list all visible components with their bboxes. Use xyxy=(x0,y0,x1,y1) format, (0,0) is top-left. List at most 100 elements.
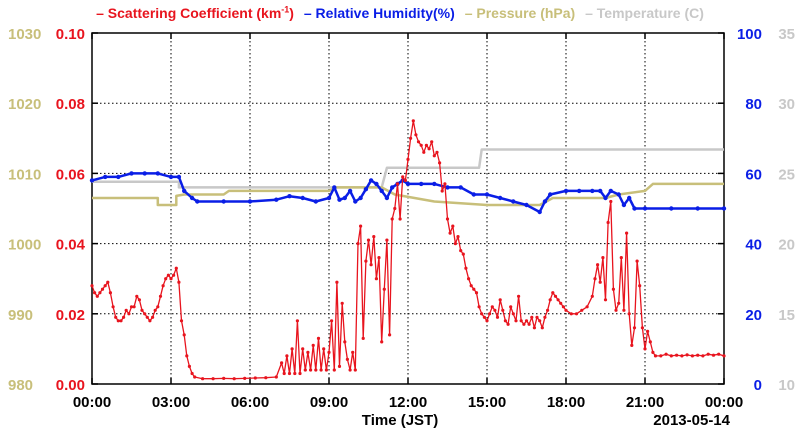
data-point-scattering xyxy=(501,308,505,312)
data-point-scattering xyxy=(330,319,334,323)
y-tick-label-pressure: 1020 xyxy=(8,96,41,113)
data-point-scattering xyxy=(324,368,328,372)
data-point-scattering xyxy=(172,273,176,277)
data-point-humidity xyxy=(326,195,332,201)
data-point-scattering xyxy=(474,291,479,295)
data-point-scattering xyxy=(659,354,663,358)
data-point-scattering xyxy=(472,287,476,291)
data-point-humidity xyxy=(342,195,347,201)
data-point-scattering xyxy=(119,319,123,323)
data-point-scattering xyxy=(366,238,371,242)
y-tick-label-pressure: 980 xyxy=(8,377,33,394)
data-point-scattering xyxy=(495,315,500,319)
y-tick-label-pressure: 1000 xyxy=(8,237,41,254)
y-tick-label-temperature: 35 xyxy=(778,26,795,43)
data-point-humidity xyxy=(405,181,411,187)
data-point-scattering xyxy=(377,256,381,260)
data-point-scattering xyxy=(427,147,431,151)
data-point-scattering xyxy=(680,354,684,358)
data-point-scattering xyxy=(503,319,507,323)
data-point-scattering xyxy=(145,315,149,319)
data-point-humidity xyxy=(669,206,674,211)
data-point-humidity xyxy=(358,195,363,201)
data-point-scattering xyxy=(179,319,184,323)
data-point-scattering xyxy=(143,312,147,316)
data-point-scattering xyxy=(414,133,418,137)
data-point-scattering xyxy=(393,206,397,211)
data-point-scattering xyxy=(361,336,365,340)
data-point-humidity xyxy=(363,187,369,192)
data-point-scattering xyxy=(519,319,523,323)
data-point-scattering xyxy=(295,319,299,323)
data-point-scattering xyxy=(543,315,547,319)
data-point-scattering xyxy=(332,368,336,372)
data-point-humidity xyxy=(511,199,516,204)
data-point-scattering xyxy=(390,217,394,221)
data-point-humidity xyxy=(103,174,108,180)
y-tick-label-humidity: 100 xyxy=(737,26,762,43)
data-point-scattering xyxy=(193,375,197,379)
data-point-scattering xyxy=(653,354,658,358)
data-point-scattering xyxy=(685,353,689,357)
x-tick-label: 15:00 xyxy=(468,394,506,411)
data-point-scattering xyxy=(93,291,97,295)
data-point-scattering xyxy=(169,277,173,281)
data-point-humidity xyxy=(89,178,95,183)
data-point-scattering xyxy=(706,352,710,356)
data-point-scattering xyxy=(185,354,189,358)
data-point-scattering xyxy=(617,301,621,305)
data-point-humidity xyxy=(313,199,318,204)
data-point-scattering xyxy=(403,178,407,182)
series-line-temperature xyxy=(92,148,724,189)
data-point-scattering xyxy=(551,291,555,295)
data-point-scattering xyxy=(517,294,521,298)
series-line-pressure xyxy=(92,182,724,207)
data-point-scattering xyxy=(343,340,347,344)
y-tick-label-humidity: 20 xyxy=(745,307,762,324)
data-point-scattering xyxy=(464,266,468,270)
data-point-scattering xyxy=(122,315,126,319)
data-point-scattering xyxy=(116,319,120,323)
data-point-scattering xyxy=(445,217,450,221)
data-point-scattering xyxy=(140,308,144,312)
data-point-scattering xyxy=(561,305,566,309)
data-point-scattering xyxy=(646,329,650,333)
data-point-humidity xyxy=(721,206,727,211)
data-point-scattering xyxy=(129,305,134,309)
data-point-humidity xyxy=(695,206,700,211)
data-point-humidity xyxy=(116,174,121,180)
data-point-scattering xyxy=(625,231,629,235)
legend-item-humidity: – Relative Humidity(%) xyxy=(303,4,455,21)
data-point-scattering xyxy=(722,354,726,358)
data-point-scattering xyxy=(675,353,679,357)
data-point-scattering xyxy=(369,263,373,267)
data-point-scattering xyxy=(553,294,558,298)
data-point-scattering xyxy=(511,312,515,316)
data-point-scattering xyxy=(569,312,573,316)
data-point-scattering xyxy=(606,220,610,225)
data-point-scattering xyxy=(596,263,600,267)
data-point-scattering xyxy=(182,333,186,337)
data-point-scattering xyxy=(290,347,294,351)
data-point-humidity xyxy=(353,199,358,204)
y-tick-label-scattering: 0.08 xyxy=(56,96,85,113)
data-point-humidity xyxy=(603,195,608,201)
data-point-scattering xyxy=(601,256,605,260)
data-point-scattering xyxy=(574,312,579,316)
y-tick-label-humidity: 80 xyxy=(745,96,762,113)
data-point-scattering xyxy=(540,326,544,330)
data-point-scattering xyxy=(303,368,307,372)
data-point-scattering xyxy=(345,357,349,361)
data-point-humidity xyxy=(537,209,542,215)
data-point-humidity xyxy=(621,202,627,208)
data-point-scattering xyxy=(448,231,452,235)
data-point-scattering xyxy=(108,291,112,295)
data-point-scattering xyxy=(353,368,357,372)
data-point-humidity xyxy=(471,192,476,197)
data-point-scattering xyxy=(440,189,444,193)
data-point-scattering xyxy=(524,319,529,323)
x-tick-label: 12:00 xyxy=(389,394,427,411)
y-tick-label-scattering: 0.00 xyxy=(56,377,85,394)
data-point-scattering xyxy=(485,319,489,323)
x-tick-label: 00:00 xyxy=(705,394,743,411)
